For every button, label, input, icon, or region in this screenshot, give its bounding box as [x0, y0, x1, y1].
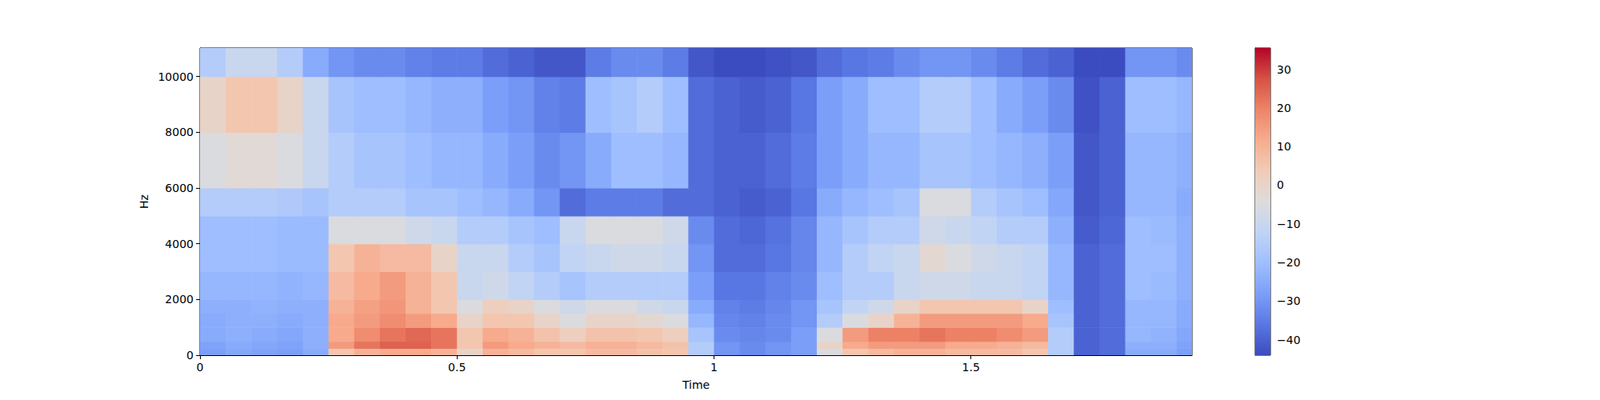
svg-text:−10: −10 — [1276, 217, 1301, 231]
svg-text:−30: −30 — [1276, 294, 1301, 308]
svg-text:4000: 4000 — [164, 237, 194, 251]
svg-text:0: 0 — [196, 360, 204, 374]
svg-text:10: 10 — [1276, 140, 1292, 153]
svg-text:0: 0 — [1276, 178, 1284, 192]
svg-text:30: 30 — [1276, 63, 1292, 76]
svg-text:Time: Time — [681, 378, 710, 392]
svg-text:−20: −20 — [1276, 256, 1301, 269]
svg-text:Hz: Hz — [137, 194, 151, 209]
svg-text:2000: 2000 — [164, 292, 194, 306]
svg-text:0: 0 — [186, 348, 194, 362]
svg-text:6000: 6000 — [164, 181, 194, 195]
svg-text:8000: 8000 — [164, 125, 194, 139]
svg-text:20: 20 — [1276, 101, 1292, 115]
svg-text:−40: −40 — [1276, 333, 1301, 347]
svg-text:1: 1 — [710, 360, 718, 374]
svg-text:10000: 10000 — [157, 70, 194, 84]
svg-text:1.5: 1.5 — [962, 360, 980, 374]
svg-text:0.5: 0.5 — [448, 360, 466, 374]
